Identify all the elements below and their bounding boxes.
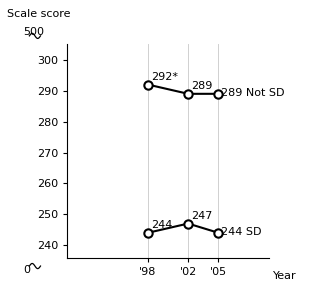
Text: 244: 244 xyxy=(151,220,172,230)
Text: 247: 247 xyxy=(191,211,213,221)
Text: 500: 500 xyxy=(23,27,44,37)
Text: 244 SD: 244 SD xyxy=(221,227,262,237)
Text: 0: 0 xyxy=(23,265,30,275)
Text: 289 Not SD: 289 Not SD xyxy=(221,88,285,98)
Text: Year: Year xyxy=(273,271,296,281)
Text: 289: 289 xyxy=(191,81,213,91)
Text: Scale score: Scale score xyxy=(7,9,70,19)
Text: 292*: 292* xyxy=(151,72,178,82)
